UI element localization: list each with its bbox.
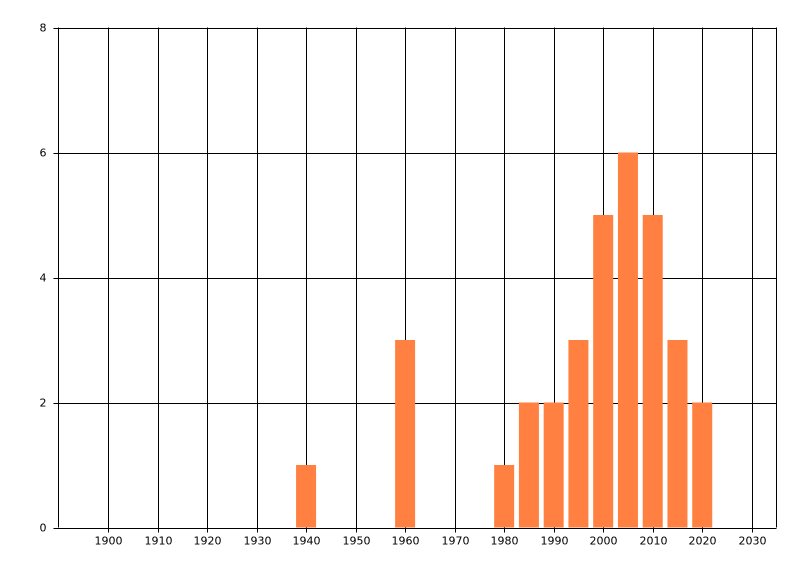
bar — [568, 340, 589, 528]
x-tick-label: 1950 — [343, 535, 371, 548]
x-tick-label: 1980 — [491, 535, 519, 548]
bar — [518, 402, 539, 528]
bar — [494, 465, 515, 528]
x-tick-label: 1920 — [194, 535, 222, 548]
y-tick-label: 4 — [40, 272, 47, 285]
bar — [667, 340, 688, 528]
y-tick-label: 6 — [40, 147, 47, 160]
bar — [296, 465, 317, 528]
bar — [642, 215, 663, 528]
x-tick-label: 2010 — [640, 535, 668, 548]
y-tick-label: 2 — [40, 397, 47, 410]
bar — [395, 340, 416, 528]
y-tick-label: 8 — [40, 22, 47, 35]
x-tick-label: 1990 — [541, 535, 569, 548]
bar — [593, 215, 614, 528]
bar — [692, 402, 713, 528]
x-tick-label: 1930 — [244, 535, 272, 548]
x-tick-label: 2030 — [739, 535, 767, 548]
x-tick-label: 1940 — [293, 535, 321, 548]
y-tick-label: 0 — [40, 522, 47, 535]
x-tick-label: 1910 — [145, 535, 173, 548]
bar — [617, 152, 638, 528]
x-tick-label: 1960 — [392, 535, 420, 548]
x-tick-label: 1970 — [442, 535, 470, 548]
bar — [543, 402, 564, 528]
x-tick-label: 2000 — [590, 535, 618, 548]
x-tick-label: 1900 — [95, 535, 123, 548]
x-tick-label: 2020 — [689, 535, 717, 548]
